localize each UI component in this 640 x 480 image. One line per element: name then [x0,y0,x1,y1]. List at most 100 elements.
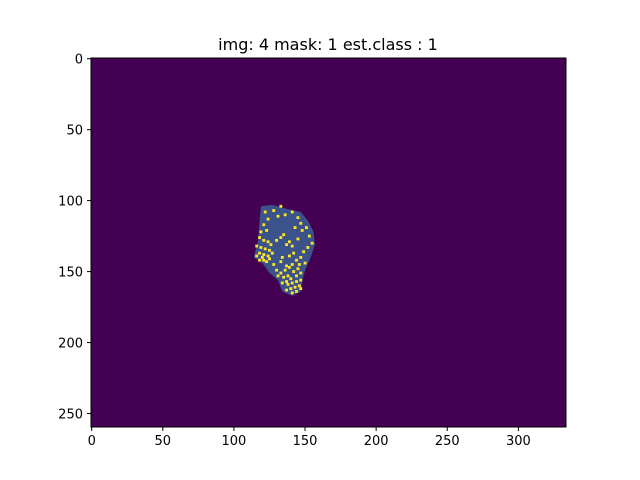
highlight-pixel [262,238,266,242]
highlight-pixel [307,234,311,238]
highlight-pixel [258,258,261,262]
y-tick-label: 50 [66,124,83,139]
highlight-pixel [293,226,297,230]
highlight-pixel [303,261,307,265]
highlight-pixel [286,282,290,286]
x-tick-label: 150 [293,434,318,449]
highlight-pixel [282,275,286,279]
highlight-pixel [297,263,301,266]
x-tick-label: 0 [88,434,96,449]
highlight-pixel [262,258,266,262]
highlight-pixel [262,253,266,256]
chart-title: img: 4 mask: 1 est.class : 1 [218,35,438,54]
highlight-pixel [263,210,267,214]
highlight-pixel [305,226,308,230]
highlight-pixel [269,243,273,247]
highlight-pixel [275,268,279,272]
x-tick-label: 100 [222,434,247,449]
highlight-pixel [272,209,276,212]
highlight-pixel [295,274,298,278]
highlight-pixel [272,263,276,266]
axes-frame [90,57,567,428]
highlight-pixel [285,288,288,292]
highlight-pixel [292,270,296,274]
y-tick-label: 100 [58,195,83,210]
x-tick-label: 50 [155,434,172,449]
highlight-pixel [295,290,298,293]
highlight-pixel [290,210,294,214]
highlight-pixel [266,240,270,244]
highlight-pixel [296,267,300,271]
x-tick-label: 250 [435,434,460,449]
highlight-pixel [275,238,279,242]
highlight-pixel [290,281,294,285]
highlight-pixel [259,246,263,249]
highlight-pixel [292,251,296,255]
y-tick-label: 200 [58,337,83,352]
highlight-pixel [265,260,269,264]
highlight-pixel [282,233,286,237]
highlight-pixel [260,255,264,259]
highlight-pixel [279,271,283,275]
highlight-pixel [255,254,259,258]
highlight-pixel [299,255,303,259]
highlight-pixel [286,274,290,278]
highlight-pixel [296,216,300,220]
highlight-pixel [279,236,283,239]
highlight-pixel [268,257,271,261]
highlight-pixel [297,284,301,288]
highlight-pixel [266,217,270,221]
highlight-pixel [276,214,280,218]
highlight-pixel [255,244,259,248]
highlight-pixel [258,251,261,255]
y-tick-label: 0 [75,53,83,68]
highlight-pixel [299,287,303,291]
highlight-pixel [258,236,261,239]
highlight-pixel [306,246,310,249]
highlight-pixel [299,221,303,225]
highlight-pixel [270,251,274,255]
highlight-pixel [290,291,294,295]
image-background [91,58,566,427]
x-tick-label: 200 [364,434,389,449]
highlight-pixels [255,204,314,295]
highlight-pixel [265,229,269,232]
highlight-pixel [259,230,263,234]
highlight-pixel [262,223,266,227]
y-tick-label: 250 [58,408,83,423]
highlight-pixel [266,254,270,258]
plot-area [90,57,567,428]
highlight-pixel [283,268,287,272]
x-tick-label: 300 [506,434,531,449]
highlight-pixel [302,250,306,254]
highlight-pixel [280,255,284,259]
highlight-pixel [285,264,288,268]
highlight-pixel [295,258,298,262]
y-tick-label: 150 [58,266,83,281]
highlight-pixel [276,274,280,278]
highlight-pixel [310,241,314,245]
highlight-pixel [285,243,288,247]
highlight-pixel [290,263,294,266]
highlight-pixel [287,240,291,244]
y-axis: 0 50 100 150 200 250 [58,53,91,423]
highlight-pixel [299,278,303,282]
highlight-pixel [268,248,271,252]
highlight-pixel [287,265,291,269]
highlight-pixel [263,247,267,251]
highlight-pixel [290,244,294,248]
highlight-pixel [279,260,283,264]
highlight-pixel [295,280,298,283]
highlight-pixel [289,277,293,281]
highlight-pixel [280,281,284,285]
highlight-pixel [287,254,291,258]
highlight-pixel [279,204,283,208]
highlight-pixel [299,271,303,275]
highlight-pixel [285,280,288,283]
highlight-pixel [289,287,293,291]
highlight-pixel [296,237,300,241]
highlight-pixel [293,285,297,289]
x-axis: 0 50 100 150 200 250 300 [88,427,531,449]
highlight-pixel [283,213,287,217]
